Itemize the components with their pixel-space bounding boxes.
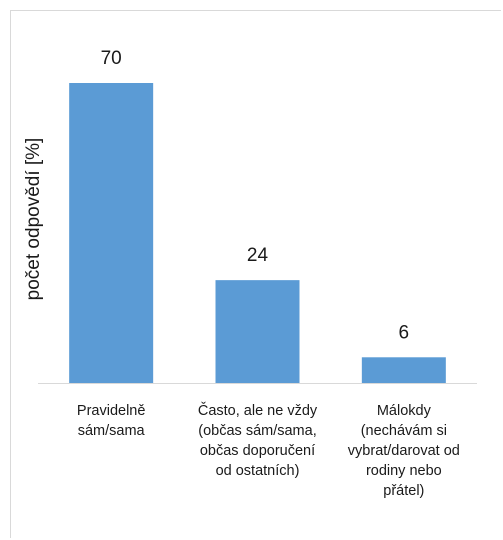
data-label-3: 6 [399, 322, 410, 343]
category-label-3: Málokdy (nechávám si vybrat/darovat od rodi… [348, 403, 460, 499]
data-labels-layer: 70 24 6 [101, 48, 410, 343]
category-label-1: Pravidelně sám/sama [77, 403, 146, 439]
bar-1 [69, 83, 154, 383]
category-label-2: Často, ale ne vždy (občas sám/sama, občas … [198, 402, 318, 479]
data-label-1: 70 [101, 48, 122, 69]
bar-3 [361, 357, 446, 383]
bar-2 [215, 280, 300, 383]
bars-layer [69, 83, 446, 383]
category-labels-layer: Pravidelně sám/sama Často, ale ne vždy (obč… [77, 402, 460, 499]
data-label-2: 24 [247, 245, 269, 266]
y-axis-title: počet odpovědí [%] [23, 138, 44, 301]
